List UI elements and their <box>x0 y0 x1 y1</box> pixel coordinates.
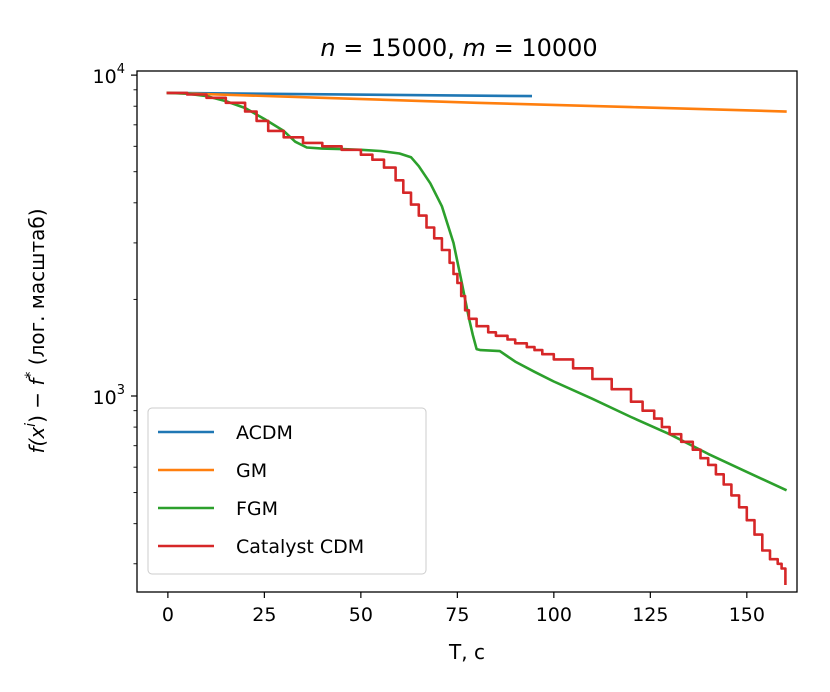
x-tick-label: 150 <box>729 604 765 626</box>
y-tick-label: 103 <box>93 383 125 409</box>
series-line-catalyst-cdm <box>166 91 787 585</box>
legend-items: ACDM GM FGM Catalyst CDM <box>158 422 364 558</box>
x-axis-label: T, с <box>448 640 485 664</box>
series-line-gm <box>166 91 787 113</box>
chart-title: n = 15000, m = 10000 <box>320 34 597 62</box>
series-line-fgm <box>166 91 788 492</box>
x-tick-label: 0 <box>162 604 174 626</box>
y-tick-label: 104 <box>93 62 125 88</box>
legend: ACDM GM FGM Catalyst CDM <box>147 407 427 575</box>
x-axis-ticks: 0 25 50 75 100 125 150 <box>162 592 765 626</box>
legend-box <box>147 407 427 575</box>
plot-lines <box>166 91 788 585</box>
series-line-acdm <box>166 91 533 98</box>
legend-label-fgm: FGM <box>236 498 278 520</box>
x-tick-label: 75 <box>445 604 469 626</box>
legend-label-acdm: ACDM <box>236 422 293 444</box>
y-axis-ticks: 103 104 <box>93 62 137 565</box>
plot-frame <box>136 70 798 593</box>
x-tick-label: 100 <box>536 604 572 626</box>
x-tick-label: 25 <box>252 604 276 626</box>
x-tick-label: 50 <box>349 604 373 626</box>
legend-label-gm: GM <box>236 460 267 482</box>
legend-label-catalyst-cdm: Catalyst CDM <box>236 536 364 558</box>
y-axis-label: f(xi) − f* (лог. масштаб) <box>23 209 49 454</box>
x-tick-label: 125 <box>632 604 668 626</box>
